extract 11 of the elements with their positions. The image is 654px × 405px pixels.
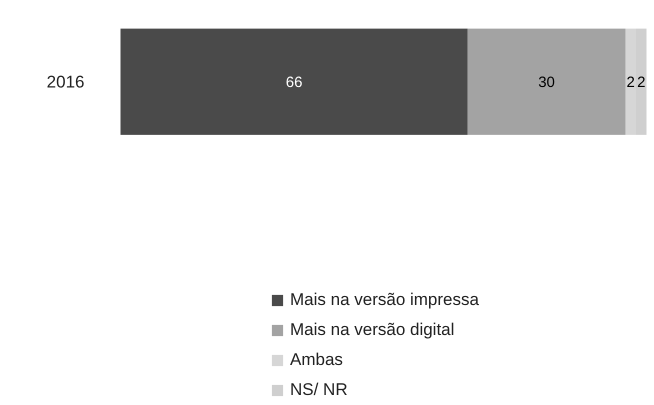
bar [120, 28, 468, 135]
y-tick-label: 2016 [46, 72, 85, 92]
legend-label: Ambas [290, 350, 343, 370]
data-label: 66 [286, 74, 302, 92]
data-label: 2 [626, 74, 635, 92]
bar [468, 28, 626, 135]
legend-label: Mais na versão digital [290, 320, 454, 340]
data-label: 2 [637, 74, 646, 92]
legend-label: Mais na versão impressa [290, 290, 479, 310]
data-label: 30 [538, 74, 555, 92]
legend-label: NS/ NR [290, 380, 348, 400]
